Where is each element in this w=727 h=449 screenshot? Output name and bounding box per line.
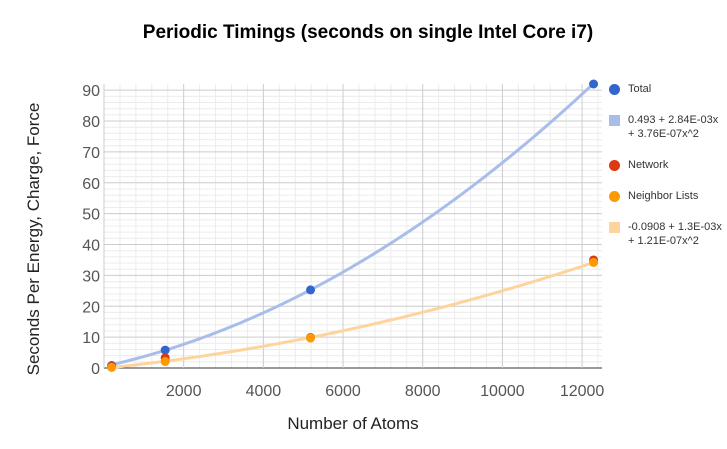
data-point bbox=[160, 345, 170, 355]
x-tick-label: 10000 bbox=[480, 383, 525, 400]
y-tick-label: 40 bbox=[82, 238, 100, 255]
trendline bbox=[110, 261, 596, 369]
x-tick-label: 8000 bbox=[405, 383, 441, 400]
y-tick-label: 0 bbox=[91, 361, 100, 378]
legend-item: Total bbox=[609, 82, 725, 96]
legend-item: Neighbor Lists bbox=[609, 189, 725, 203]
x-tick-label: 2000 bbox=[166, 383, 202, 400]
data-point bbox=[306, 285, 316, 295]
y-tick-label: 70 bbox=[82, 145, 100, 162]
y-tick-label: 20 bbox=[82, 299, 100, 316]
y-tick-label: 30 bbox=[82, 268, 100, 285]
legend-swatch-icon bbox=[609, 222, 620, 233]
legend-item: Network bbox=[609, 158, 725, 172]
data-point bbox=[160, 357, 170, 367]
legend-dot-icon bbox=[609, 84, 620, 95]
x-axis-label: Number of Atoms bbox=[287, 414, 419, 433]
x-tick-label: 12000 bbox=[560, 383, 605, 400]
data-point bbox=[107, 362, 117, 372]
legend: Total 0.493 + 2.84E-03x + 3.76E-07x^2 Netw… bbox=[609, 82, 725, 265]
legend-dot-icon bbox=[609, 160, 620, 171]
legend-swatch-icon bbox=[609, 115, 620, 126]
legend-label: Total bbox=[628, 83, 652, 95]
legend-label: -0.0908 + 1.3E-03x + 1.21E-07x^2 bbox=[628, 221, 722, 247]
y-tick-label: 80 bbox=[82, 114, 100, 131]
legend-label: Network bbox=[628, 159, 669, 171]
data-point bbox=[589, 79, 599, 89]
legend-item: 0.493 + 2.84E-03x + 3.76E-07x^2 bbox=[609, 113, 725, 141]
x-tick-label: 6000 bbox=[325, 383, 361, 400]
chart-title: Periodic Timings (seconds on single Inte… bbox=[142, 22, 594, 43]
legend-item: -0.0908 + 1.3E-03x + 1.21E-07x^2 bbox=[609, 220, 725, 248]
y-tick-label: 10 bbox=[82, 330, 100, 347]
legend-dot-icon bbox=[609, 191, 620, 202]
y-tick-label: 50 bbox=[82, 207, 100, 224]
data-point bbox=[589, 257, 599, 267]
x-tick-label: 4000 bbox=[246, 383, 282, 400]
y-tick-label: 90 bbox=[82, 83, 100, 100]
legend-label: 0.493 + 2.84E-03x + 3.76E-07x^2 bbox=[628, 114, 719, 140]
legend-label: Neighbor Lists bbox=[628, 190, 699, 202]
data-point bbox=[306, 333, 316, 343]
y-tick-label: 60 bbox=[82, 176, 100, 193]
trendline bbox=[110, 81, 596, 367]
